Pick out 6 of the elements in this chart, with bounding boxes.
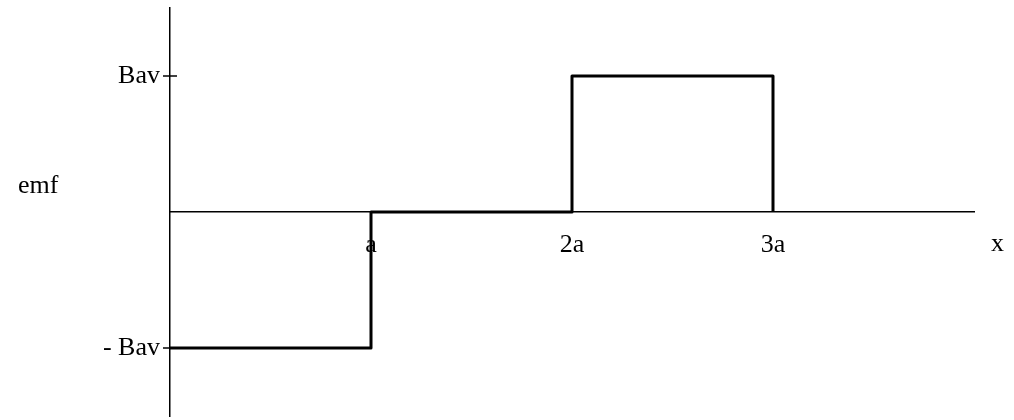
x-tick-label: 2a [559,229,585,259]
text: Bav [118,59,160,89]
text: - Bav [102,331,160,361]
x-tick-label: 3a [760,229,786,259]
x-axis-title: x [991,227,1004,257]
y-axis-title: emf [18,169,59,199]
